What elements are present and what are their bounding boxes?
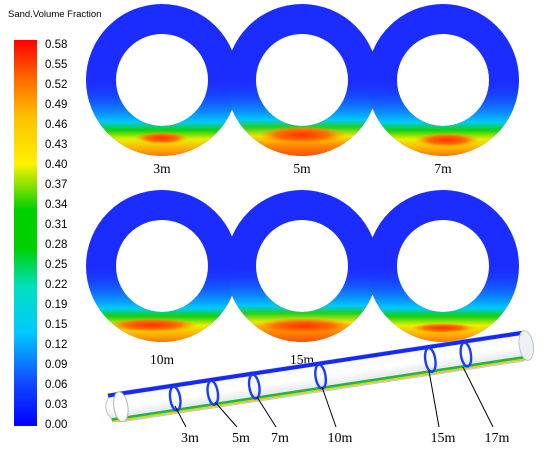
legend-tick-label: 0.19 xyxy=(45,299,67,311)
pipe-outlet xyxy=(518,330,534,361)
ring-hotspot xyxy=(136,132,188,144)
legend-tick-label: 0.28 xyxy=(45,239,67,251)
legend-tick-label: 0.34 xyxy=(45,199,68,211)
pipe-label-leader xyxy=(428,370,440,428)
legend-tick-label: 0.40 xyxy=(45,159,67,171)
legend-title: Sand.Volume Fraction xyxy=(8,9,101,20)
pipe-section-label: 5m xyxy=(232,431,250,446)
pipe-section-ring xyxy=(206,379,220,406)
legend-tick-label: 0.25 xyxy=(45,259,67,271)
pipe-label-leader xyxy=(256,396,277,428)
ring-hotspot xyxy=(106,318,198,332)
legend-tick-label: 0.31 xyxy=(45,219,67,231)
colorbar-legend: Sand.Volume Fraction 0.58 0.55 0.52 0.49 0.4… xyxy=(8,9,101,431)
legend-tick-label: 0.09 xyxy=(45,359,67,371)
cross-section-7m: 7m xyxy=(367,4,519,176)
cross-section-15m: 15m xyxy=(226,190,378,367)
pipe-section-label: 10m xyxy=(328,431,353,446)
ring-hotspot xyxy=(254,318,354,334)
legend-tick-label: 0.22 xyxy=(45,279,67,291)
cross-section-5m: 5m xyxy=(226,4,378,176)
legend-tick-label: 0.49 xyxy=(45,99,67,111)
legend-tick-label: 0.12 xyxy=(45,339,67,351)
pipe-section-ring xyxy=(459,341,473,368)
legend-tick-label: 0.03 xyxy=(45,399,67,411)
pipe-section-ring xyxy=(423,346,437,374)
legend-tick-label: 0.15 xyxy=(45,319,67,331)
legend-tick-label: 0.46 xyxy=(45,119,67,131)
pipe-label-leader xyxy=(321,386,337,428)
cross-section-label: 5m xyxy=(293,161,311,176)
legend-tick-label: 0.55 xyxy=(45,59,67,71)
pipe-section-label: 7m xyxy=(271,431,289,446)
legend-ticks: 0.58 0.55 0.52 0.49 0.46 0.43 0.40 0.37 0.34 0.31… xyxy=(45,39,68,431)
pipe-body xyxy=(105,330,534,423)
ring-hotspot xyxy=(258,126,346,144)
pipe-label-leader xyxy=(174,405,187,428)
legend-tick-label: 0.06 xyxy=(45,379,67,391)
colorbar xyxy=(14,40,37,426)
ring-sand-layer xyxy=(226,80,378,156)
pipe-section-label: 15m xyxy=(431,431,456,446)
cross-section-3m: 3m xyxy=(86,4,238,176)
ring-hotspot xyxy=(411,323,475,333)
cross-section-label: 3m xyxy=(153,161,171,176)
pipe-inlet xyxy=(113,391,129,423)
pipe-overview: 3m 5m 7m 10m 15m 17m xyxy=(105,330,534,446)
cross-section-label: 10m xyxy=(150,352,175,367)
cross-section-10m: 10m xyxy=(86,190,238,367)
ring-sand-layer xyxy=(86,80,238,156)
ring-hotspot xyxy=(415,133,479,147)
pipe-section-label: 17m xyxy=(485,431,510,446)
pipe-label-leader xyxy=(462,366,494,428)
legend-tick-label: 0.43 xyxy=(45,139,67,151)
legend-tick-label: 0.00 xyxy=(45,419,67,431)
pipe-label-leader xyxy=(214,401,238,428)
legend-tick-label: 0.37 xyxy=(45,179,67,191)
legend-tick-label: 0.52 xyxy=(45,79,67,91)
pipe-labels: 3m 5m 7m 10m 15m 17m xyxy=(174,366,510,446)
pipe-section-label: 3m xyxy=(181,431,199,446)
cross-section-label: 7m xyxy=(434,161,452,176)
legend-tick-label: 0.58 xyxy=(45,39,67,51)
pipe-sand-layer xyxy=(111,357,528,423)
